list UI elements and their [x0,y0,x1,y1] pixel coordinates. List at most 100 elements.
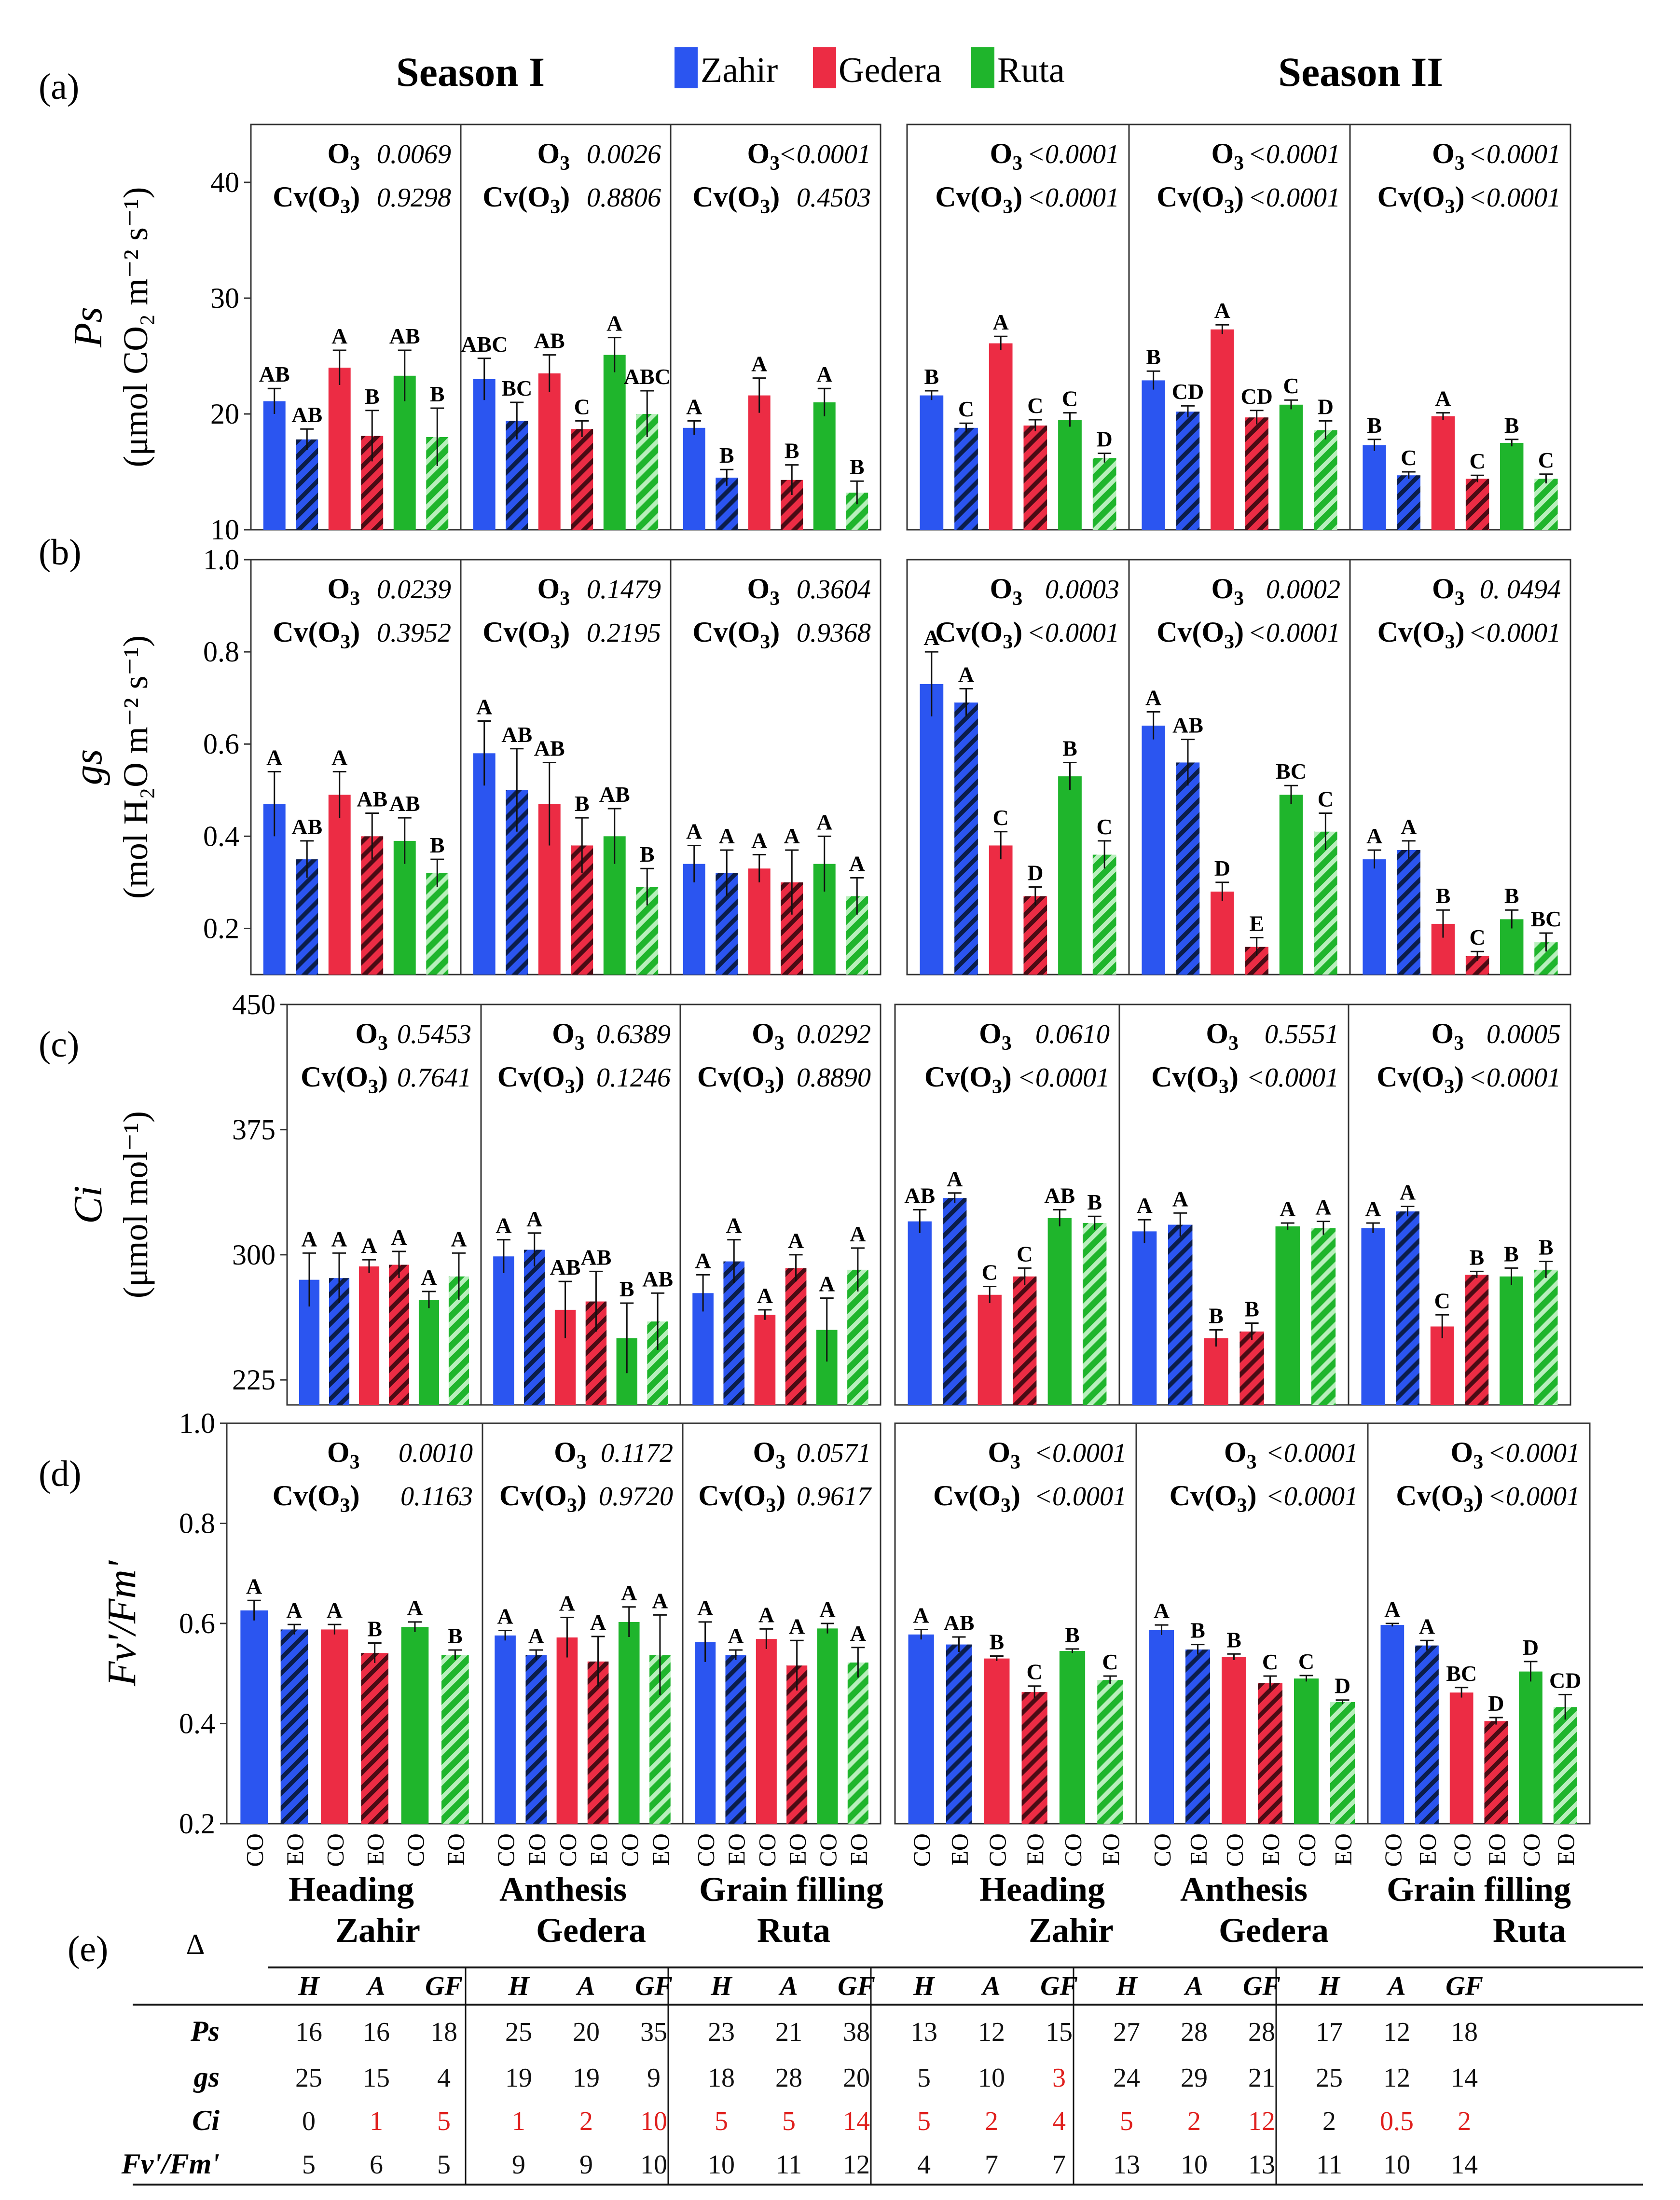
o3-label: O3 [990,573,1023,610]
significance-letter: A [697,1595,713,1620]
treatment-label: EO [1097,1833,1124,1866]
table-cell: 2 [1458,2106,1471,2136]
bar [495,1635,516,1824]
o3-subscript: 3 [560,152,570,175]
table-subheader: GF [425,1971,463,2001]
significance-letter: CD [1240,384,1272,409]
significance-letter: D [1027,860,1043,885]
cv-subscript: 3 [340,1495,350,1517]
cv-pvalue: <0.0001 [1248,183,1340,213]
o3-pvalue: <0.0001 [1027,139,1119,169]
table-cell: 4 [917,2150,931,2180]
table-cell: 5 [715,2106,728,2136]
o3-pvalue: <0.0001 [1248,139,1340,169]
significance-letter: A [1214,298,1230,323]
cv-pvalue: 0.2195 [587,618,661,648]
table-cell: 10 [640,2150,667,2180]
o3-label: O3 [552,1018,585,1055]
bar [1415,1645,1439,1824]
table-cell: 19 [505,2063,532,2093]
significance-letter: D [1488,1691,1504,1716]
significance-letter: C [993,805,1009,830]
o3-pvalue: 0.0003 [1045,575,1119,605]
season-1-frame [250,559,881,976]
cv-label: Cv(O3) [1377,616,1465,653]
bar [1449,1692,1473,1824]
cultivar-labels: Zahir Gedera Ruta Zahir Gedera Ruta [335,1911,1566,1950]
treatment-label: EO [523,1833,550,1866]
bar [1013,1276,1037,1405]
cv-subscript: 3 [760,196,770,218]
significance-letter: B [575,791,590,816]
significance-letter: A [1280,1196,1295,1221]
cv-label: Cv(O3) [935,616,1022,653]
significance-letter: A [286,1598,302,1622]
cv-label: Cv(O3) [1157,181,1244,218]
cv-close: ) [1229,1061,1239,1093]
cv-close: ) [560,616,570,648]
bar [240,1610,268,1824]
bar [989,845,1013,975]
table-cell: 10 [1383,2150,1410,2180]
season-2-title: Season II [1278,49,1443,95]
significance-letter: B [1226,1627,1241,1652]
cv-close: ) [350,1480,360,1512]
cv-subscript: 3 [1444,1076,1454,1098]
significance-letter: BC [1446,1661,1477,1686]
cv-pvalue: 0.9617 [797,1482,872,1512]
o3-pvalue: 0.0571 [797,1438,871,1468]
bar [1097,1680,1123,1824]
significance-letter: A [1136,1193,1152,1218]
significance-letter: B [1146,344,1161,369]
table-cell: 11 [776,2150,802,2180]
bar [1330,1702,1355,1824]
stage-label: Heading [979,1870,1105,1909]
bar [1083,1223,1107,1405]
significance-letter: A [788,1228,804,1253]
bar [263,401,286,530]
significance-letter: B [924,364,939,389]
panel-label: (d) [39,1454,82,1494]
significance-letter: AB [259,362,290,386]
table-cell: 2 [1187,2106,1201,2136]
o3-subscript: 3 [350,588,360,610]
treatment-label: EO [1021,1833,1048,1866]
bar [1275,1226,1300,1405]
significance-letter: A [361,1233,377,1258]
cv-close: ) [1013,616,1022,648]
significance-letter: B [430,833,445,857]
table-subheader: GF [1040,1971,1078,2001]
o3-label: O3 [1206,1018,1239,1055]
cv-label: Cv(O3) [697,1061,785,1098]
o3-pvalue: 0.1172 [601,1438,673,1468]
chart-panel-3: 0.2 0.4 0.6 0.8 1.0 (d) Fv'/Fm' O3 0.0010 Cv(O3) 0… [39,1407,1591,1867]
table-subheader: A [1386,1971,1405,2001]
bar [1058,776,1082,975]
significance-letter: B [1469,1245,1484,1269]
o3-label: O3 [979,1018,1012,1055]
significance-letter: A [391,1225,407,1250]
table-cell: 2 [985,2106,998,2136]
o3-subscript: 3 [560,588,570,610]
table-cell: 3 [1052,2063,1066,2093]
o3-subscript: 3 [770,588,780,610]
table-cell: 14 [843,2106,870,2136]
bar [984,1658,1010,1824]
significance-letter: A [1366,824,1382,848]
o3-label: O3 [990,138,1023,175]
o3-pvalue: 0.0239 [377,575,451,605]
bar [618,1622,640,1824]
o3-label: O3 [988,1436,1020,1473]
o3-label: O3 [1211,138,1244,175]
table-subheader: H [710,1971,732,2001]
bar [280,1629,308,1824]
table-cell: 0.5 [1380,2106,1414,2136]
bar [1239,1331,1264,1405]
treatment-label: CO [984,1833,1011,1867]
o3-pvalue: 0.5551 [1265,1019,1339,1049]
significance-letter: A [1435,386,1451,411]
cv-close: ) [577,1480,587,1512]
significance-letter: A [695,1248,711,1273]
significance-letter: B [1087,1190,1102,1214]
o3-label: O3 [1451,1436,1484,1473]
